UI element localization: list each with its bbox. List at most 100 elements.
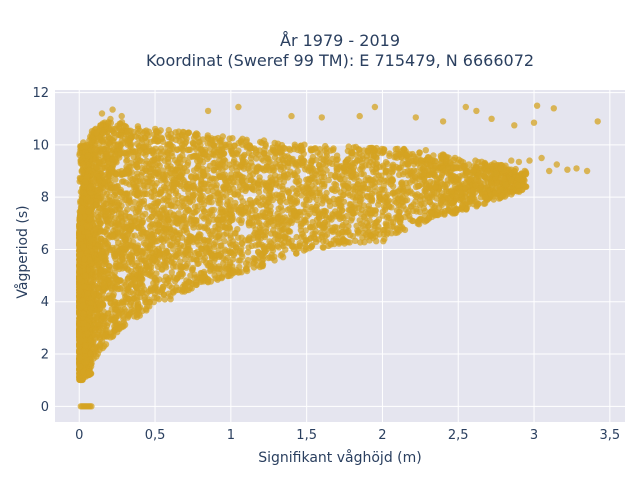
scatter-point: [409, 150, 416, 158]
scatter-point: [221, 246, 229, 253]
scatter-point: [195, 251, 202, 258]
scatter-point: [213, 265, 221, 272]
scatter-point: [159, 285, 166, 292]
scatter-point: [300, 232, 307, 240]
scatter-point: [256, 224, 264, 231]
scatter-point: [142, 210, 149, 218]
scatter-point: [321, 193, 329, 200]
scatter-point: [245, 244, 252, 251]
scatter-point: [332, 171, 339, 179]
scatter-point: [120, 301, 127, 308]
scatter-point: [165, 277, 172, 285]
scatter-point: [141, 257, 149, 264]
scatter-point: [120, 249, 127, 257]
scatter-point: [130, 183, 138, 190]
scatter-point: [294, 190, 301, 197]
scatter-point: [328, 216, 335, 223]
scatter-point: [344, 189, 352, 197]
scatter-point: [174, 146, 181, 153]
scatter-point: [389, 163, 396, 170]
scatter-point: [103, 153, 111, 160]
scatter-point: [148, 231, 155, 238]
scatter-point: [204, 132, 211, 139]
scatter-point: [239, 253, 246, 260]
scatter-point: [458, 202, 466, 210]
scatter-point: [447, 159, 454, 166]
scatter-point: [228, 181, 235, 188]
scatter-point: [113, 171, 120, 178]
scatter-point: [230, 251, 237, 259]
scatter-point: [212, 275, 219, 282]
scatter-point: [472, 157, 479, 164]
scatter-point: [433, 190, 441, 197]
scatter-point: [336, 175, 344, 183]
scatter-point: [284, 153, 291, 160]
scatter-point: [102, 200, 109, 207]
scatter-point: [123, 152, 130, 159]
scatter-point: [160, 291, 167, 298]
scatter-point: [250, 254, 257, 262]
scatter-point: [375, 172, 382, 179]
scatter-point: [190, 143, 197, 151]
scatter-point: [94, 320, 102, 327]
scatter-point: [147, 264, 155, 271]
scatter-point: [171, 180, 178, 187]
scatter-point: [353, 157, 361, 164]
scatter-point: [329, 224, 336, 231]
scatter-point: [102, 341, 110, 348]
scatter-point: [265, 199, 272, 206]
scatter-point: [121, 306, 128, 313]
scatter-point: [326, 198, 333, 205]
scatter-point: [412, 155, 419, 163]
scatter-point: [333, 164, 340, 171]
scatter-point: [227, 232, 234, 239]
scatter-point: [146, 215, 153, 223]
scatter-point: [210, 160, 217, 167]
scatter-point: [322, 208, 330, 215]
scatter-point: [166, 242, 174, 249]
scatter-point: [183, 264, 190, 271]
scatter-point: [379, 149, 386, 157]
scatter-point: [438, 158, 445, 166]
scatter-point: [282, 246, 289, 253]
scatter-point: [122, 179, 130, 186]
scatter-point: [163, 151, 170, 159]
scatter-point: [103, 217, 111, 225]
scatter-point: [201, 208, 208, 215]
scatter-point: [252, 212, 260, 219]
scatter-point: [228, 210, 235, 217]
scatter-point: [195, 185, 202, 192]
scatter-point: [256, 174, 263, 181]
scatter-point: [278, 250, 286, 258]
scatter-point: [459, 172, 466, 179]
scatter-point: [150, 137, 158, 144]
scatter-point: [163, 257, 170, 264]
scatter-point: [252, 149, 260, 156]
scatter-point: [112, 176, 119, 183]
scatter-point: [178, 165, 186, 172]
scatter-point: [292, 178, 299, 185]
scatter-point: [107, 334, 114, 341]
scatter-point: [203, 245, 211, 252]
scatter-point: [279, 207, 286, 214]
scatter-point: [279, 156, 286, 163]
scatter-point: [178, 195, 186, 202]
scatter-point: [170, 263, 177, 270]
scatter-point: [343, 183, 351, 190]
scatter-point: [346, 207, 354, 214]
scatter-point: [185, 129, 193, 136]
scatter-point: [277, 198, 284, 206]
scatter-point: [354, 230, 362, 237]
scatter-point: [113, 194, 120, 201]
scatter-point: [114, 183, 122, 190]
scatter-point: [208, 183, 215, 190]
scatter-point: [95, 213, 102, 221]
scatter-point: [330, 237, 337, 244]
scatter-point: [208, 251, 215, 258]
scatter-point: [207, 194, 214, 201]
scatter-point: [307, 224, 314, 231]
scatter-point: [221, 186, 229, 193]
scatter-point: [421, 212, 428, 219]
scatter-point: [129, 260, 136, 267]
scatter-point: [401, 168, 408, 176]
